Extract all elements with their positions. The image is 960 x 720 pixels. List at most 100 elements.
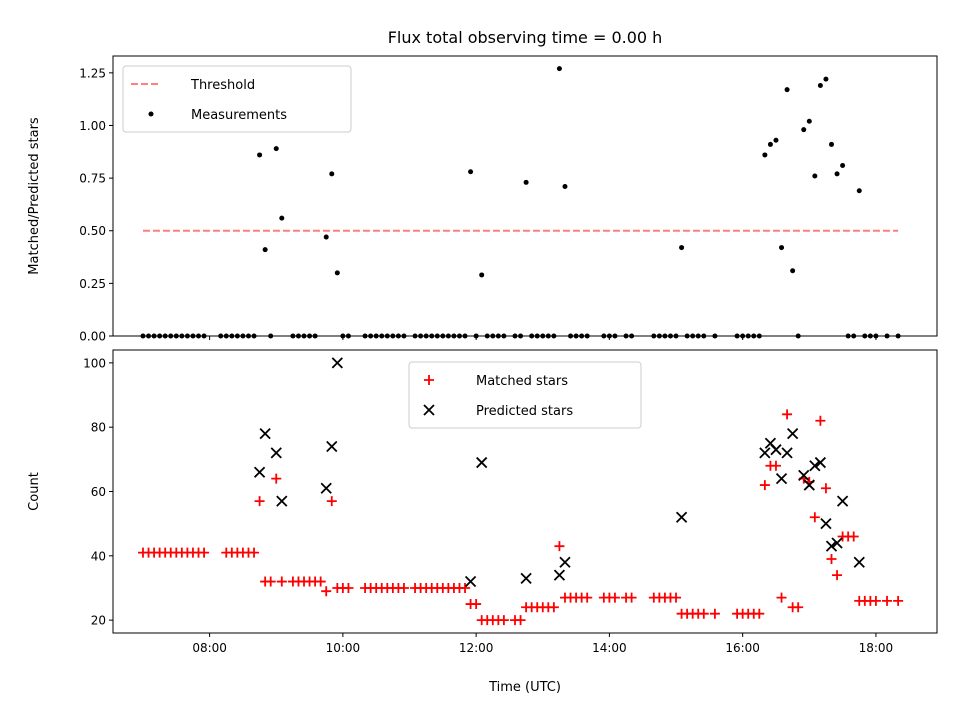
panel2-predicted-stars-point [675, 511, 688, 523]
panel2-matched-stars-point [498, 615, 509, 626]
panel1-measurements-point [468, 169, 474, 175]
panel1-ytick-label: 0.75 [79, 172, 106, 186]
panel2-matched-stars-point [199, 547, 210, 558]
panel1-ytick-label: 0.50 [79, 224, 106, 238]
panel1-measurements-point [329, 171, 335, 177]
panel2-matched-stars-point [832, 570, 843, 581]
panel1-measurements-point [523, 179, 529, 185]
panel2-matched-stars-point [548, 602, 559, 613]
panel2-predicted-stars-point [820, 518, 832, 530]
panel2-matched-stars-point [809, 512, 820, 523]
panel2-predicted-stars-point [775, 472, 788, 485]
panel1-legend-box [122, 65, 352, 133]
panel2-matched-stars-point [870, 595, 881, 606]
panel2-matched-stars-point [759, 480, 770, 491]
panel2-matched-stars-point [254, 496, 265, 507]
panel1-measurements-point [806, 118, 812, 124]
panel2-xtick-label: 12:00 [459, 641, 494, 655]
panel2-predicted-stars-point [803, 479, 815, 491]
panel2-predicted-stars-point [320, 482, 332, 494]
panel2-matched-stars-point [249, 547, 260, 558]
panel2-legend-label: Matched stars [476, 374, 568, 389]
panel2-ytick-label: 60 [91, 485, 106, 499]
panel2-predicted-stars-point [276, 495, 288, 507]
panel2-matched-stars-point [709, 608, 720, 619]
panel1-legend-marker-measurements [148, 111, 154, 117]
panel1-measurements-point [562, 184, 568, 190]
panel2-predicted-stars-point [798, 469, 810, 482]
panel2-xtick-label: 10:00 [326, 641, 361, 655]
panel2-matched-stars-point [515, 615, 526, 626]
panel2-predicted-stars-point [520, 572, 532, 584]
panel2-predicted-stars-point [464, 575, 477, 588]
panel2-ylabel: Count [27, 472, 42, 511]
panel1-ytick-label: 1.00 [79, 119, 106, 133]
panel2-matched-stars-point [326, 496, 337, 507]
panel2-matched-stars-point [398, 582, 409, 593]
panel2-legend-box [408, 361, 642, 429]
panel2-ytick-label: 40 [91, 549, 106, 563]
panel1-measurements-point [801, 127, 807, 133]
panel2-xtick-label: 18:00 [859, 641, 894, 655]
panel2-ytick-label: 80 [91, 421, 106, 435]
panel2-matched-stars-point [315, 576, 326, 587]
panel1-measurements-point [829, 141, 835, 147]
panel1-measurements-point [834, 171, 840, 177]
panel2-matched-stars-point [893, 595, 904, 606]
panel2-predicted-stars-point [559, 556, 571, 568]
panel2-legend-label: Predicted stars [476, 404, 573, 419]
panel1-legend-label: Measurements [191, 108, 287, 123]
panel1-measurements-point [767, 141, 773, 147]
panel2-matched-stars-point [770, 460, 781, 471]
panel1-frame [112, 55, 938, 337]
panel1-measurements-point [790, 268, 796, 274]
panel2-matched-stars-point [554, 541, 565, 552]
panel2-matched-stars-point [271, 473, 282, 484]
panel1-legend-label: Threshold [190, 78, 255, 93]
panel2-predicted-stars-point [836, 495, 849, 507]
panel1-ytick-label: 1.25 [79, 66, 106, 80]
panel2-predicted-stars-point [259, 427, 271, 440]
panel2-legend-marker-matched-stars [424, 375, 434, 385]
panel1-measurements-point [779, 245, 785, 251]
panel1-measurements-point [840, 162, 846, 168]
panel2-legend-marker-predicted-stars [423, 404, 435, 416]
panel1-measurements-point [323, 234, 329, 240]
panel1-measurements-point [679, 245, 685, 251]
panel2-predicted-stars-point [270, 447, 282, 459]
panel2-matched-stars-point [460, 582, 471, 593]
panel2-matched-stars-point [671, 592, 682, 603]
panel2-xtick-label: 14:00 [592, 641, 627, 655]
panel1-measurements-point [812, 173, 818, 179]
panel1-measurements-point [784, 87, 790, 93]
panel2-xtick-label: 16:00 [725, 641, 760, 655]
panel2-frame [112, 349, 938, 634]
panel1-ytick-label: 0.25 [79, 277, 106, 291]
panel1-measurements-point [273, 146, 279, 152]
panel2-predicted-stars-point [814, 456, 827, 469]
panel1-measurements-point [556, 66, 562, 72]
panel2-predicted-stars-point [781, 447, 793, 459]
panel2-xtick-label: 08:00 [192, 641, 227, 655]
panel2-matched-stars-point [782, 409, 793, 420]
panel1-measurements-point [762, 152, 768, 158]
panel2-xlabel: Time (UTC) [488, 680, 561, 695]
panel2-predicted-stars-point [331, 357, 343, 369]
panel2-predicted-stars-point [553, 569, 566, 581]
panel1-measurements-point [773, 137, 779, 143]
panel2-matched-stars-point [815, 415, 826, 426]
panel2-matched-stars-point [848, 531, 859, 542]
panel1-ylabel: Matched/Predicted stars [27, 117, 42, 275]
panel2-predicted-stars-point [853, 556, 865, 568]
panel1-measurements-point [817, 82, 823, 88]
panel1-title: Flux total observing time = 0.00 h [388, 28, 663, 47]
panel2-predicted-stars-point [253, 466, 266, 478]
panel2-matched-stars-point [321, 586, 332, 597]
panel2-predicted-stars-point [476, 456, 488, 469]
panel2-predicted-stars-point [809, 460, 821, 472]
panel2-predicted-stars-point [326, 440, 338, 453]
panel2-matched-stars-point [276, 576, 287, 587]
panel2-matched-stars-point [582, 592, 593, 603]
panel2-matched-stars-point [626, 592, 637, 603]
